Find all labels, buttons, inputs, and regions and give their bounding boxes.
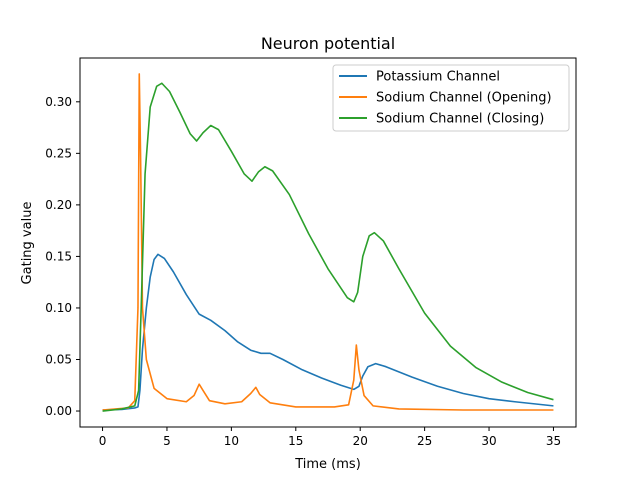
x-tick-label: 10	[224, 434, 239, 448]
y-axis: 0.00 0.05 0.10 0.15 0.20 0.25 0.30	[45, 95, 80, 418]
x-tick-label: 5	[163, 434, 171, 448]
series-line-2	[102, 73, 554, 411]
y-tick-label: 0.00	[45, 404, 72, 418]
legend-label: Sodium Channel (Closing)	[376, 112, 544, 127]
x-tick-label: 25	[417, 434, 432, 448]
x-axis-label: Time (ms)	[294, 457, 361, 472]
y-axis-label: Gating value	[20, 202, 35, 285]
legend-label: Potassium Channel	[376, 70, 500, 85]
series-line-3	[102, 82, 554, 412]
y-tick-label: 0.05	[45, 352, 72, 366]
y-tick-label: 0.25	[45, 146, 72, 160]
legend-label: Sodium Channel (Opening)	[376, 91, 552, 106]
series-line-1	[102, 253, 554, 411]
x-tick-label: 35	[546, 434, 561, 448]
x-tick-label: 20	[353, 434, 368, 448]
legend: Potassium Channel Sodium Channel (Opening…	[332, 64, 570, 132]
legend-frame	[332, 64, 570, 132]
y-tick-label: 0.10	[45, 301, 72, 315]
axes-frame	[79, 57, 577, 428]
chart-title: Neuron potential	[261, 34, 395, 53]
x-tick-label: 15	[288, 434, 303, 448]
x-tick-label: 30	[481, 434, 496, 448]
plot-area	[102, 73, 554, 412]
x-axis: 0 5 10 15 20 25 30 35	[99, 427, 561, 448]
y-tick-label: 0.30	[45, 95, 72, 109]
x-tick-label: 0	[99, 434, 107, 448]
y-tick-label: 0.20	[45, 198, 72, 212]
y-tick-label: 0.15	[45, 249, 72, 263]
